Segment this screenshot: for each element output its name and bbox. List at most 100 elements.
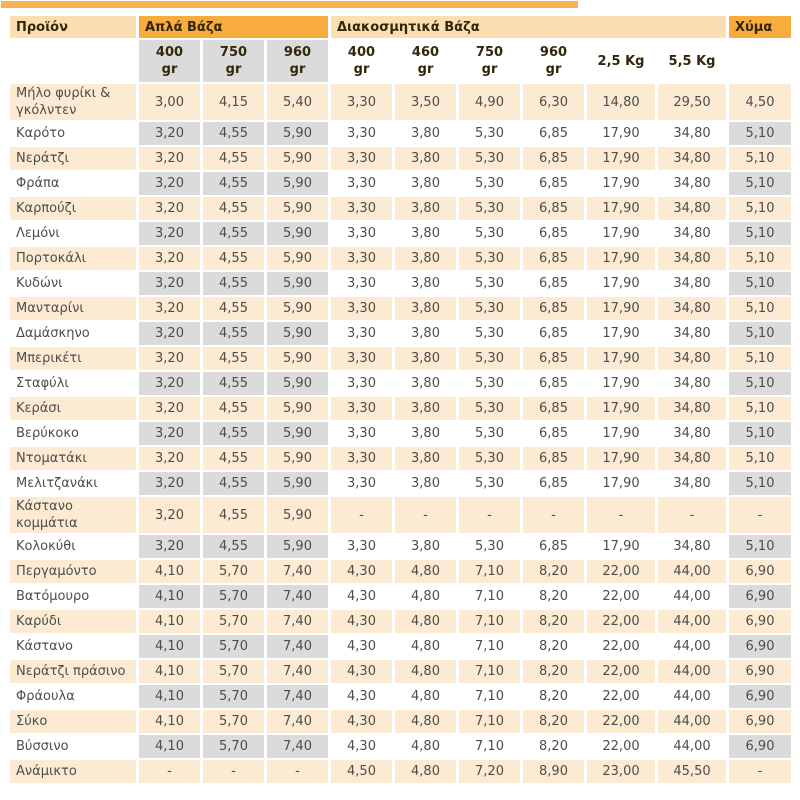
table-row: Κολοκύθι 3,20 4,55 5,90 3,30 3,80 5,30 6,85 17,9…	[10, 535, 791, 558]
price-cell: 4,55	[203, 535, 264, 558]
price-cell: 6,30	[523, 84, 584, 120]
table-row: Δαμάσκηνο 3,20 4,55 5,90 3,30 3,80 5,30 6,85 17,…	[10, 322, 791, 345]
product-name-cell: Καρότο	[10, 122, 136, 145]
price-cell: 34,80	[658, 397, 726, 420]
product-name-cell: Κεράσι	[10, 397, 136, 420]
price-cell: 5,10	[729, 222, 791, 245]
price-cell: 5,10	[729, 322, 791, 345]
price-cell: 4,55	[203, 497, 264, 533]
price-cell: 44,00	[658, 710, 726, 733]
size-column-header: 400 gr	[331, 40, 392, 82]
price-cell: 3,20	[139, 172, 200, 195]
price-cell: 7,40	[267, 560, 328, 583]
product-name-cell: Φράουλα	[10, 685, 136, 708]
price-cell: 7,40	[267, 660, 328, 683]
price-cell: 5,10	[729, 272, 791, 295]
price-cell: 4,55	[203, 147, 264, 170]
price-cell: 45,50	[658, 760, 726, 783]
price-cell: 6,90	[729, 685, 791, 708]
price-cell: 22,00	[587, 610, 655, 633]
price-cell: 5,30	[459, 472, 520, 495]
price-cell: 4,80	[395, 585, 456, 608]
price-cell: 6,85	[523, 172, 584, 195]
price-cell: 5,30	[459, 147, 520, 170]
price-cell: 4,10	[139, 710, 200, 733]
product-name-cell: Ανάμικτο	[10, 760, 136, 783]
size-column-header: 400 gr	[139, 40, 200, 82]
price-cell: 6,85	[523, 535, 584, 558]
price-cell: 5,30	[459, 322, 520, 345]
price-cell: -	[658, 497, 726, 533]
table-row: Περγαμόντο 4,10 5,70 7,40 4,30 4,80 7,10 8,20 22…	[10, 560, 791, 583]
price-cell: 8,20	[523, 585, 584, 608]
price-cell: 17,90	[587, 347, 655, 370]
price-cell: 17,90	[587, 535, 655, 558]
price-cell: 3,20	[139, 147, 200, 170]
product-name-cell: Βύσσινο	[10, 735, 136, 758]
price-cell: 3,50	[395, 84, 456, 120]
table-row: Μελιτζανάκι 3,20 4,55 5,90 3,30 3,80 5,30 6,85 1…	[10, 472, 791, 495]
product-subheader-spacer	[10, 40, 136, 82]
price-cell: 5,30	[459, 397, 520, 420]
table-row: Κάστανο κομμάτια 3,20 4,55 5,90- - - - - - -	[10, 497, 791, 533]
table-row: Σταφύλι 3,20 4,55 5,90 3,30 3,80 5,30 6,85 17,90…	[10, 372, 791, 395]
price-cell: 4,10	[139, 660, 200, 683]
table-row: Νεράτζι πράσινο 4,10 5,70 7,40 4,30 4,80 7,10 8…	[10, 660, 791, 683]
price-cell: 6,85	[523, 272, 584, 295]
table-row: Καρότο 3,20 4,55 5,90 3,30 3,80 5,30 6,85 17,90 3…	[10, 122, 791, 145]
price-cell: 6,85	[523, 222, 584, 245]
price-cell: 7,10	[459, 685, 520, 708]
price-cell: 5,70	[203, 610, 264, 633]
price-cell: 4,80	[395, 610, 456, 633]
size-column-header: 750 gr	[203, 40, 264, 82]
table-row: Βερύκοκο 3,20 4,55 5,90 3,30 3,80 5,30 6,85 17,9…	[10, 422, 791, 445]
products-price-table: Προϊόν Απλά Βάζα Διακοσμητικά Βάζα Χύμα 400…	[7, 14, 794, 785]
price-cell: 5,10	[729, 447, 791, 470]
price-cell: 22,00	[587, 710, 655, 733]
price-cell: 8,20	[523, 660, 584, 683]
price-cell: 4,10	[139, 735, 200, 758]
product-name-cell: Κάστανο κομμάτια	[10, 497, 136, 533]
table-row: Νεράτζι 3,20 4,55 5,90 3,30 3,80 5,30 6,85 17,90…	[10, 147, 791, 170]
price-cell: 5,10	[729, 372, 791, 395]
price-cell: -	[729, 760, 791, 783]
price-cell: 4,30	[331, 635, 392, 658]
price-cell: -	[729, 497, 791, 533]
table-header: Προϊόν Απλά Βάζα Διακοσμητικά Βάζα Χύμα 400…	[10, 16, 791, 82]
price-cell: 3,80	[395, 397, 456, 420]
price-cell: 5,10	[729, 347, 791, 370]
product-name-cell: Φράπα	[10, 172, 136, 195]
price-cell: 4,80	[395, 660, 456, 683]
price-cell: 5,90	[267, 422, 328, 445]
price-cell: 5,70	[203, 710, 264, 733]
table-row: Σύκο 4,10 5,70 7,40 4,30 4,80 7,10 8,20 22,00 44,…	[10, 710, 791, 733]
price-cell: 3,80	[395, 535, 456, 558]
price-cell: 4,55	[203, 172, 264, 195]
price-cell: 3,20	[139, 497, 200, 533]
bulk-subheader-spacer	[729, 40, 791, 82]
price-cell: 4,55	[203, 122, 264, 145]
price-cell: 5,90	[267, 197, 328, 220]
price-cell: 5,70	[203, 660, 264, 683]
price-cell: 3,80	[395, 447, 456, 470]
price-cell: 3,20	[139, 447, 200, 470]
price-cell: 6,90	[729, 560, 791, 583]
price-cell: 6,90	[729, 660, 791, 683]
price-cell: 3,80	[395, 472, 456, 495]
price-cell: 7,40	[267, 685, 328, 708]
price-cell: 3,20	[139, 347, 200, 370]
price-cell: -	[395, 497, 456, 533]
price-cell: -	[459, 497, 520, 533]
price-cell: 3,30	[331, 147, 392, 170]
table-row: Λεμόνι 3,20 4,55 5,90 3,30 3,80 5,30 6,85 17,90 3…	[10, 222, 791, 245]
product-name-cell: Κολοκύθι	[10, 535, 136, 558]
price-cell: 4,80	[395, 685, 456, 708]
price-cell: 17,90	[587, 197, 655, 220]
table-row: Μανταρίνι 3,20 4,55 5,90 3,30 3,80 5,30 6,85 17,…	[10, 297, 791, 320]
table-row: Κυδώνι 3,20 4,55 5,90 3,30 3,80 5,30 6,85 17,90 3…	[10, 272, 791, 295]
price-cell: 5,10	[729, 197, 791, 220]
price-cell: 3,20	[139, 222, 200, 245]
price-cell: 3,80	[395, 372, 456, 395]
price-cell: 4,55	[203, 247, 264, 270]
price-cell: 17,90	[587, 397, 655, 420]
